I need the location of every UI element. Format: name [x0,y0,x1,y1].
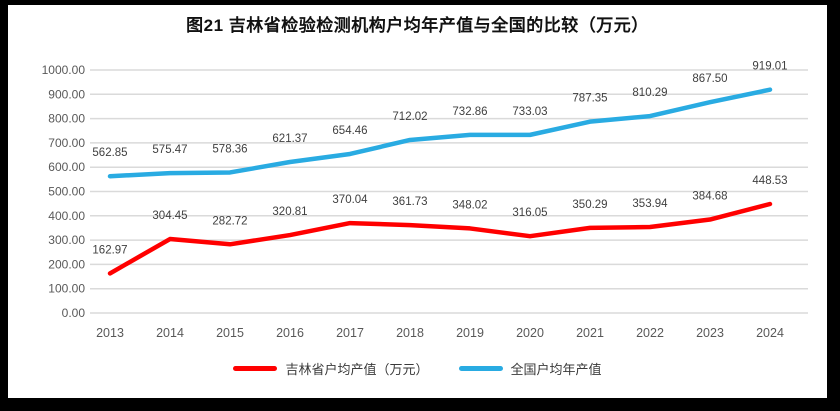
x-axis-tick-label: 2020 [516,326,544,340]
data-label: 733.03 [512,106,547,118]
data-label: 621.37 [272,133,307,145]
series-line-1 [107,87,773,179]
legend-line-swatch [458,366,503,371]
series-line-0 [107,201,773,276]
data-label: 919.01 [752,61,787,73]
y-axis-tick-label: 100.00 [48,282,85,296]
data-label: 282.72 [212,215,247,227]
data-label: 350.29 [572,199,607,211]
legend-line-swatch [233,366,278,371]
legend-item-1: 全国户均年产值 [458,359,602,378]
y-axis-tick-label: 600.00 [48,160,85,174]
data-label: 732.86 [452,106,487,118]
y-axis-tick-label: 700.00 [48,136,85,150]
y-axis-tick-label: 500.00 [48,185,85,199]
data-label: 562.85 [92,147,127,159]
x-axis-tick-label: 2021 [576,326,604,340]
data-label: 810.29 [632,87,667,99]
line-chart-plot: 0.00 100.00 200.00 300.00 400.00 500.00 600.00… [42,61,808,340]
y-axis-tick-label: 300.00 [48,233,85,247]
x-axis-tick-label: 2015 [216,326,244,340]
y-axis-tick-label: 900.00 [48,87,85,101]
data-label: 575.47 [152,144,187,156]
data-label: 304.45 [152,210,187,222]
x-axis-tick-label: 2017 [336,326,364,340]
chart-title: 图21 吉林省检验检测机构户均年产值与全国的比较（万元） [186,16,649,35]
x-axis-tick-label: 2023 [696,326,724,340]
data-label: 162.97 [92,244,127,256]
x-axis-tick-label: 2013 [96,326,124,340]
legend-item-0: 吉林省户均产值（万元） [233,359,429,378]
data-label: 867.50 [692,73,727,85]
data-label: 712.02 [392,111,427,123]
data-label: 320.81 [272,206,307,218]
x-axis-tick-label: 2022 [636,326,664,340]
data-label: 384.68 [692,191,727,203]
data-label: 370.04 [332,194,368,206]
x-axis-tick-label: 2016 [276,326,304,340]
data-label: 348.02 [452,199,487,211]
y-axis-tick-label: 800.00 [48,112,85,126]
x-axis-tick-label: 2019 [456,326,484,340]
y-axis-tick-label: 1000.00 [42,63,86,77]
legend-label: 全国户均年产值 [510,362,602,377]
y-axis-tick-label: 0.00 [62,306,86,320]
x-axis-tick-label: 2018 [396,326,424,340]
y-axis-tick-label: 400.00 [48,209,85,223]
data-label: 361.73 [392,196,427,208]
y-axis-tick-label: 200.00 [48,257,85,271]
legend-label: 吉林省户均产值（万元） [285,362,429,377]
chart-legend: 吉林省户均产值（万元） 全国户均年产值 [8,359,827,378]
data-label: 316.05 [512,207,547,219]
data-label: 353.94 [632,198,668,210]
data-label: 787.35 [572,93,607,105]
data-label: 448.53 [752,175,787,187]
data-label: 578.36 [212,143,247,155]
x-axis-tick-label: 2024 [756,326,784,340]
x-axis-tick-label: 2014 [156,326,184,340]
data-label: 654.46 [332,125,367,137]
